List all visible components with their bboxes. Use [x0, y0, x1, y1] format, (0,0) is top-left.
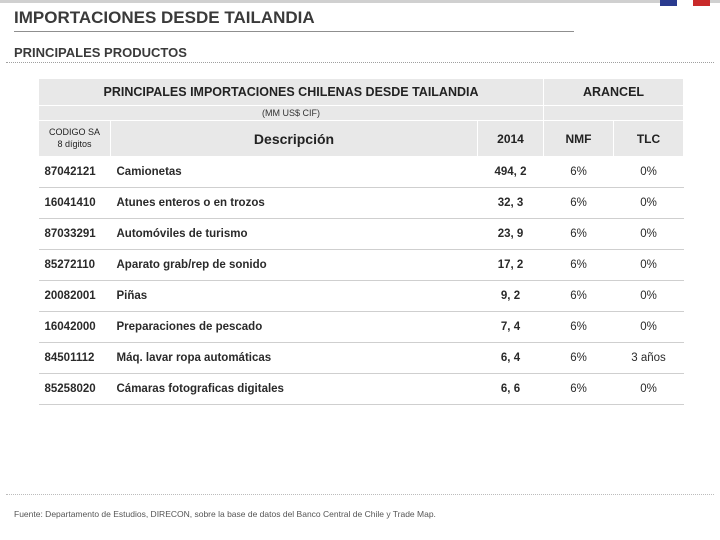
table-header-unit: (MM US$ CIF) — [39, 106, 684, 121]
col-codigo-l1: CODIGO SA — [49, 127, 100, 137]
divider-bottom — [6, 494, 714, 495]
header-arancel: ARANCEL — [544, 79, 684, 106]
cell-nmf: 6% — [544, 219, 614, 250]
cell-value: 9, 2 — [478, 281, 544, 312]
cell-desc: Atunes enteros o en trozos — [111, 188, 478, 219]
cell-code: 16042000 — [39, 312, 111, 343]
divider-top — [6, 62, 714, 63]
cell-tlc: 0% — [614, 188, 684, 219]
header-unit: (MM US$ CIF) — [39, 106, 544, 121]
cell-nmf: 6% — [544, 250, 614, 281]
cell-tlc: 0% — [614, 281, 684, 312]
cell-desc: Aparato grab/rep de sonido — [111, 250, 478, 281]
cell-desc: Piñas — [111, 281, 478, 312]
col-codigo: CODIGO SA 8 dígitos — [39, 121, 111, 157]
cell-code: 87042121 — [39, 157, 111, 188]
cell-nmf: 6% — [544, 312, 614, 343]
top-bar — [0, 0, 720, 3]
cell-nmf: 6% — [544, 281, 614, 312]
cell-tlc: 0% — [614, 219, 684, 250]
cell-nmf: 6% — [544, 188, 614, 219]
cell-code: 16041410 — [39, 188, 111, 219]
cell-desc: Automóviles de turismo — [111, 219, 478, 250]
page-title: IMPORTACIONES DESDE TAILANDIA — [14, 8, 574, 32]
cell-nmf: 6% — [544, 343, 614, 374]
source-note: Fuente: Departamento de Estudios, DIRECO… — [14, 509, 436, 519]
table-header-cols: CODIGO SA 8 dígitos Descripción 2014 NMF… — [39, 121, 684, 157]
table-header-1: PRINCIPALES IMPORTACIONES CHILENAS DESDE… — [39, 79, 684, 106]
cell-desc: Máq. lavar ropa automáticas — [111, 343, 478, 374]
col-year: 2014 — [478, 121, 544, 157]
cell-desc: Preparaciones de pescado — [111, 312, 478, 343]
cell-value: 23, 9 — [478, 219, 544, 250]
cell-tlc: 0% — [614, 250, 684, 281]
table-row: 84501112Máq. lavar ropa automáticas6, 46… — [39, 343, 684, 374]
col-tlc: TLC — [614, 121, 684, 157]
cell-tlc: 0% — [614, 374, 684, 405]
col-desc: Descripción — [111, 121, 478, 157]
cell-code: 84501112 — [39, 343, 111, 374]
cell-tlc: 0% — [614, 312, 684, 343]
imports-table: PRINCIPALES IMPORTACIONES CHILENAS DESDE… — [38, 78, 684, 405]
table-row: 87042121Camionetas494, 26%0% — [39, 157, 684, 188]
cell-nmf: 6% — [544, 157, 614, 188]
cell-nmf: 6% — [544, 374, 614, 405]
cell-value: 494, 2 — [478, 157, 544, 188]
table-row: 85258020Cámaras fotograficas digitales6,… — [39, 374, 684, 405]
cell-value: 6, 6 — [478, 374, 544, 405]
cell-value: 7, 4 — [478, 312, 544, 343]
cell-code: 85272110 — [39, 250, 111, 281]
cell-code: 87033291 — [39, 219, 111, 250]
cell-desc: Camionetas — [111, 157, 478, 188]
table-row: 16042000Preparaciones de pescado7, 46%0% — [39, 312, 684, 343]
header-main: PRINCIPALES IMPORTACIONES CHILENAS DESDE… — [39, 79, 544, 106]
table-row: 16041410Atunes enteros o en trozos32, 36… — [39, 188, 684, 219]
cell-value: 32, 3 — [478, 188, 544, 219]
flag-accent — [660, 0, 710, 6]
cell-code: 85258020 — [39, 374, 111, 405]
cell-value: 6, 4 — [478, 343, 544, 374]
cell-desc: Cámaras fotograficas digitales — [111, 374, 478, 405]
col-codigo-l2: 8 dígitos — [57, 139, 91, 149]
table-row: 85272110Aparato grab/rep de sonido17, 26… — [39, 250, 684, 281]
cell-value: 17, 2 — [478, 250, 544, 281]
table-row: 87033291Automóviles de turismo23, 96%0% — [39, 219, 684, 250]
cell-code: 20082001 — [39, 281, 111, 312]
table-row: 20082001Piñas9, 26%0% — [39, 281, 684, 312]
page-subtitle: PRINCIPALES PRODUCTOS — [14, 45, 187, 60]
cell-tlc: 0% — [614, 157, 684, 188]
col-nmf: NMF — [544, 121, 614, 157]
cell-tlc: 3 años — [614, 343, 684, 374]
